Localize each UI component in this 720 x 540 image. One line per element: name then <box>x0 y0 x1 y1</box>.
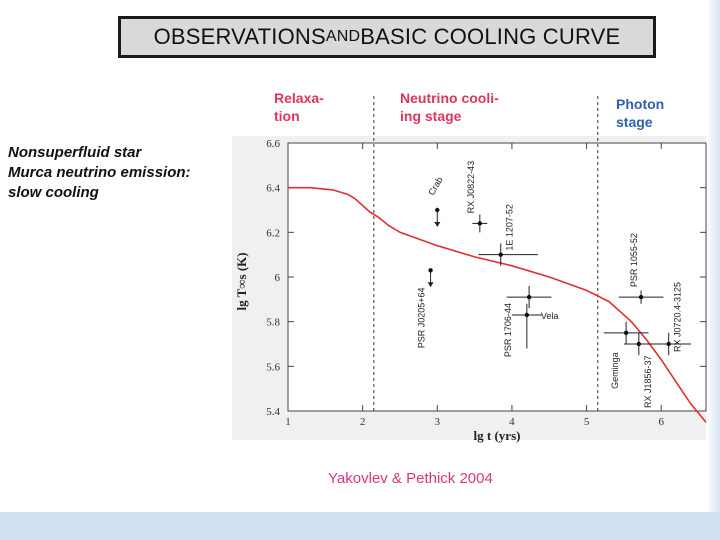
slide-title-part2: BASIC COOLING CURVE <box>360 24 621 49</box>
slide-title-part1: OBSERVATIONS <box>153 24 326 49</box>
stage-label-neutrino: Neutrino cooli- ing stage <box>400 90 499 124</box>
observation-point <box>666 341 671 347</box>
upper-limit-arrowhead <box>434 222 441 227</box>
observation-point <box>623 330 629 336</box>
observation-point <box>638 294 644 300</box>
observation-point <box>636 341 642 347</box>
observation-point <box>477 221 483 226</box>
model-description: Nonsuperfluid star Murca neutrino emissi… <box>8 143 236 203</box>
y-tick-label: 5.6 <box>266 361 280 373</box>
observation-label: PSR 1706-44 <box>503 303 513 357</box>
y-tick-label: 6.4 <box>266 183 280 195</box>
model-line-3: slow cooling <box>8 184 99 201</box>
plot-frame <box>287 142 707 412</box>
observation-label: Vela <box>541 311 559 321</box>
cooling-curve <box>288 186 707 423</box>
model-line-1: Nonsuperfluid star <box>8 144 142 161</box>
stage-label-photon: Photon stage <box>616 96 665 130</box>
observation-label: 1E 1207-52 <box>505 204 515 251</box>
slide-title-and: AND <box>325 28 361 45</box>
slide-bottom-band <box>0 512 720 540</box>
observation-point <box>435 207 440 213</box>
observation-label: RX J0720.4-3125 <box>673 282 683 352</box>
y-tick-label: 6 <box>275 272 281 284</box>
observation-label: PSR 1055-52 <box>629 233 639 287</box>
x-tick-label: 4 <box>509 416 515 428</box>
x-tick-label: 5 <box>584 416 590 428</box>
y-tick-label: 5.4 <box>266 406 280 418</box>
upper-limit-arrowhead <box>427 282 434 288</box>
observation-point <box>498 252 503 257</box>
x-tick-label: 2 <box>360 416 366 428</box>
stage-label-relaxation: Relaxa- tion <box>274 90 324 124</box>
observation-point <box>428 268 433 273</box>
observation-label: RX J0822-43 <box>466 161 476 214</box>
observation-point <box>526 294 532 300</box>
y-tick-label: 5.8 <box>266 317 280 329</box>
slide-right-edge <box>706 0 720 540</box>
y-tick-label: 6.6 <box>266 138 280 150</box>
model-line-2: Murca neutrino emission: <box>8 164 191 181</box>
x-tick-label: 6 <box>658 416 664 428</box>
observation-point <box>524 312 530 318</box>
x-tick-label: 1 <box>285 416 291 428</box>
y-tick-label: 6.2 <box>266 227 280 239</box>
x-axis-label: lg t (yrs) <box>474 428 521 443</box>
slide-title: OBSERVATIONS AND BASIC COOLING CURVE <box>118 16 656 58</box>
citation: Yakovlev & Pethick 2004 <box>328 470 493 487</box>
observation-label: RX J1856-37 <box>643 355 653 408</box>
y-axis-label: lg T∞s (K) <box>234 252 249 310</box>
x-tick-label: 3 <box>435 416 441 428</box>
observation-label: PSR J0205+64 <box>417 288 427 349</box>
observation-label: Geminga <box>610 352 620 389</box>
